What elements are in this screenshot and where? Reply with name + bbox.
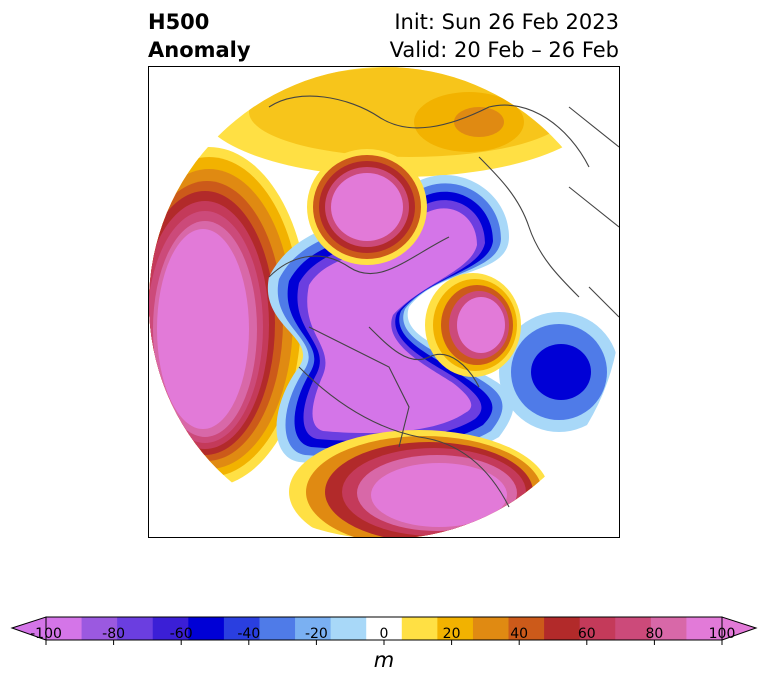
colorbar-tick-label: -20 — [304, 626, 328, 642]
colorbar-tick-label: 0 — [379, 626, 389, 642]
colorbar-cell — [615, 617, 652, 640]
colorbar-cell — [259, 617, 296, 640]
init-date: Init: Sun 26 Feb 2023 — [394, 10, 619, 34]
colorbar-cell — [81, 617, 118, 640]
colorbar-cell — [686, 617, 723, 640]
colorbar-cell — [544, 617, 581, 640]
colorbar-cell — [508, 617, 545, 640]
colorbar-cell — [152, 617, 189, 640]
colorbar-cell — [223, 617, 260, 640]
colorbar-tick-label: 80 — [645, 626, 664, 642]
colorbar-tick-label: -80 — [102, 626, 126, 642]
colorbar-tick-label: 60 — [577, 626, 596, 642]
colorbar-cell — [188, 617, 225, 640]
anomaly-field — [149, 67, 619, 537]
colorbar-cell — [117, 617, 154, 640]
colorbar-tick-label: -60 — [169, 626, 193, 642]
colorbar-cell — [401, 617, 438, 640]
map-panel — [148, 66, 620, 538]
map-title: H500 Anomaly — [148, 8, 251, 64]
colorbar-cell — [46, 617, 83, 640]
colorbar-cell — [437, 617, 474, 640]
colorbar-cell — [650, 617, 687, 640]
valid-range: Valid: 20 Feb – 26 Feb — [389, 38, 619, 62]
colorbar-ticks — [45, 640, 723, 645]
colorbar-cell — [366, 617, 403, 640]
coastlines — [268, 95, 619, 508]
colorbar-tick-label: 20 — [442, 626, 461, 642]
colorbar-cells — [46, 617, 723, 640]
colorbar-cell — [472, 617, 510, 640]
anomaly-map — [149, 67, 619, 537]
colorbar — [10, 616, 758, 645]
colorbar-tick-label: 100 — [708, 626, 736, 642]
colorbar-unit: m — [373, 648, 395, 672]
positive-anomaly-eurasia — [307, 149, 427, 265]
title-line-1: H500 — [148, 10, 210, 34]
colorbar-tick-label: -40 — [237, 626, 261, 642]
colorbar-tick-label: 40 — [510, 626, 529, 642]
positive-anomaly-atlantic — [425, 273, 521, 377]
colorbar-tick-label: -100 — [30, 626, 62, 642]
colorbar-cell — [330, 617, 367, 640]
colorbar-cell — [295, 617, 332, 640]
colorbar-cell — [579, 617, 616, 640]
date-info: Init: Sun 26 Feb 2023 Valid: 20 Feb – 26… — [390, 8, 619, 64]
title-line-2: Anomaly — [148, 38, 251, 62]
